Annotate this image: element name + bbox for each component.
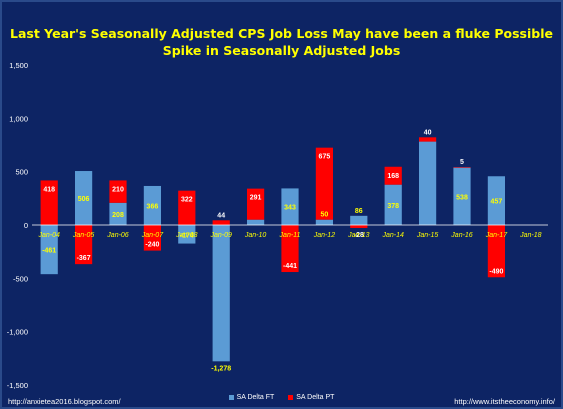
x-tick-label: Jan-07 — [141, 232, 165, 239]
data-label-pt: 322 — [181, 197, 193, 204]
bar-pt — [212, 220, 230, 225]
legend-swatch-pt — [288, 394, 294, 400]
legend-item-pt: SA Delta PT — [288, 394, 334, 401]
data-label-ft: 506 — [78, 196, 90, 203]
bar-ft — [178, 225, 196, 244]
bar-ft — [247, 219, 265, 225]
x-tick-label: Jan-14 — [381, 232, 404, 239]
x-tick-label: Jan-08 — [175, 232, 198, 239]
data-label-pt: -441 — [283, 263, 297, 270]
data-label-pt: 40 — [424, 129, 432, 136]
legend: SA Delta FT SA Delta PT — [0, 394, 563, 401]
x-tick-label: Jan-18 — [519, 232, 542, 239]
data-label-pt: 675 — [319, 154, 331, 161]
bar-pt — [419, 137, 437, 142]
bar-ft — [212, 225, 230, 362]
y-tick-label: -1,000 — [7, 328, 28, 337]
legend-swatch-ft — [228, 394, 234, 400]
y-tick-label: 1,500 — [9, 61, 28, 70]
bar-pt — [178, 190, 196, 225]
footer-source-right: http://www.itstheeconomy.info/ — [454, 397, 555, 406]
x-tick-label: Jan-10 — [244, 232, 267, 239]
x-tick-label: Jan-13 — [347, 232, 370, 239]
x-tick-label: Jan-16 — [450, 232, 473, 239]
data-label-ft: 538 — [456, 194, 468, 201]
chart-title: Last Year's Seasonally Adjusted CPS Job … — [0, 25, 563, 59]
bar-ft — [350, 215, 368, 225]
x-tick-label: Jan-04 — [37, 232, 60, 239]
x-tick-label: Jan-17 — [485, 232, 509, 239]
bar-ft — [40, 225, 58, 275]
y-tick-label: 0 — [24, 221, 28, 230]
chart-title-line-2: Spike in Seasonally Adjusted Jobs — [162, 43, 401, 58]
x-tick-label: Jan-09 — [209, 232, 232, 239]
x-tick-label: Jan-11 — [279, 232, 301, 239]
x-tick-label: Jan-12 — [313, 232, 336, 239]
bar-ft — [453, 167, 471, 225]
data-label-ft: 366 — [147, 203, 159, 210]
bar-pt — [384, 166, 402, 185]
bar-ft — [315, 219, 333, 225]
data-label-ft: -1,278 — [211, 365, 231, 372]
data-label-ft: 86 — [355, 208, 363, 215]
x-tick-label: Jan-05 — [72, 232, 95, 239]
chart-title-line-1: Last Year's Seasonally Adjusted CPS Job … — [10, 26, 553, 41]
data-label-ft: -461 — [42, 248, 56, 255]
footer-source-left: http://anxietea2016.blogspot.com/ — [8, 397, 121, 406]
y-tick-label: -1,500 — [7, 381, 28, 390]
y-tick-label: -500 — [13, 274, 28, 283]
data-label-pt: -367 — [77, 255, 91, 262]
data-label-pt: 291 — [250, 195, 262, 202]
bar-pt — [487, 225, 505, 278]
y-tick-label: 500 — [15, 168, 28, 177]
data-label-pt: 44 — [217, 212, 225, 219]
bar-pt — [453, 167, 471, 168]
y-tick-label: 1,000 — [9, 114, 28, 123]
bar-pt — [40, 180, 58, 225]
bar-pt — [281, 225, 299, 273]
data-label-ft: 208 — [112, 212, 124, 219]
data-label-pt: 210 — [112, 186, 124, 193]
bar-ft — [143, 185, 161, 225]
bar-pt — [315, 147, 333, 220]
bar-ft — [419, 141, 437, 225]
data-label-ft: -174 — [180, 232, 194, 239]
x-tick-label: Jan-15 — [416, 232, 439, 239]
data-label-ft: 50 — [321, 212, 329, 219]
bar-ft — [281, 188, 299, 225]
bar-pt — [143, 225, 161, 251]
legend-label-pt: SA Delta PT — [296, 394, 335, 401]
bar-ft — [487, 176, 505, 225]
data-label-pt: 418 — [43, 186, 55, 193]
data-label-pt: -490 — [489, 268, 503, 275]
legend-label-ft: SA Delta FT — [236, 394, 275, 401]
data-label-pt: -28 — [354, 232, 364, 239]
data-label-pt: 168 — [387, 173, 399, 180]
data-label-ft: 378 — [387, 203, 399, 210]
bar-pt — [109, 180, 127, 203]
data-label-ft: 343 — [284, 205, 296, 212]
bar-pt — [350, 225, 368, 228]
bar-ft — [75, 171, 93, 225]
data-label-pt: 5 — [460, 159, 464, 166]
bar-pt — [247, 188, 265, 220]
data-label-ft: 457 — [491, 199, 503, 206]
bar-ft — [384, 184, 402, 225]
data-label-pt: -240 — [145, 242, 159, 249]
bar-ft — [109, 202, 127, 225]
legend-item-ft: SA Delta FT — [228, 394, 275, 401]
bar-pt — [75, 225, 93, 265]
x-tick-label: Jan-06 — [106, 232, 129, 239]
